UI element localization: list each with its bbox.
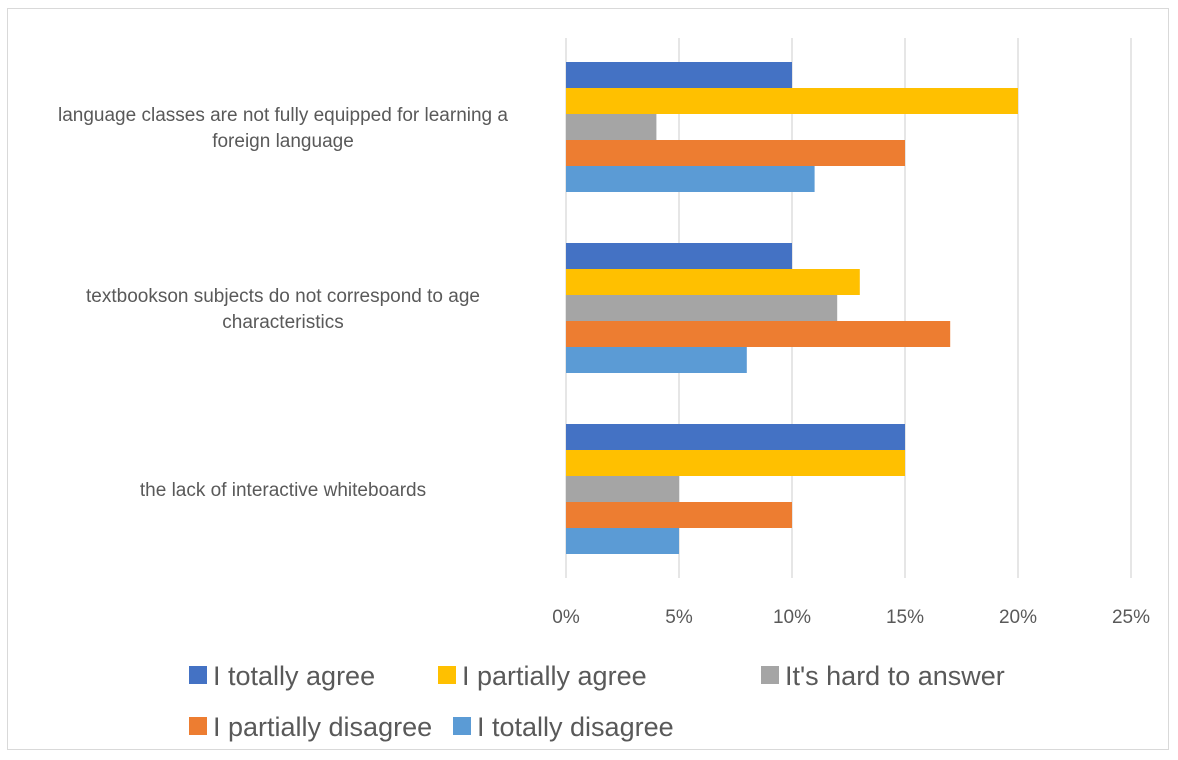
category-label: the lack of interactive whiteboards (140, 480, 426, 501)
legend-swatch (189, 717, 207, 735)
legend-label: I totally agree (213, 661, 375, 691)
bar (566, 450, 905, 476)
x-tick-label: 20% (999, 607, 1037, 628)
x-tick-label: 25% (1112, 607, 1150, 628)
bar (566, 424, 905, 450)
x-tick-label: 0% (552, 607, 580, 628)
legend-label: I totally disagree (477, 712, 674, 742)
legend-label: I partially disagree (213, 712, 432, 742)
bar (566, 62, 792, 88)
legend-swatch (438, 666, 456, 684)
category-label: foreign language (212, 131, 354, 152)
legend-swatch (189, 666, 207, 684)
category-label: characteristics (222, 312, 343, 333)
x-tick-label: 15% (886, 607, 924, 628)
bar (566, 476, 679, 502)
bar (566, 114, 657, 140)
bar (566, 502, 792, 528)
legend-label: I partially agree (462, 661, 647, 691)
bar (566, 321, 951, 347)
bar (566, 243, 792, 269)
bar (566, 269, 860, 295)
bar (566, 88, 1018, 114)
legend-swatch (453, 717, 471, 735)
x-tick-label: 5% (665, 607, 693, 628)
bar (566, 528, 679, 554)
legend-swatch (761, 666, 779, 684)
bar (566, 166, 815, 192)
bar (566, 347, 747, 373)
bar (566, 295, 838, 321)
category-label: textbookson subjects do not correspond t… (86, 286, 480, 307)
category-label: language classes are not fully equipped … (58, 105, 508, 126)
x-tick-label: 10% (773, 607, 811, 628)
legend-label: It's hard to answer (785, 661, 1005, 691)
bar (566, 140, 905, 166)
